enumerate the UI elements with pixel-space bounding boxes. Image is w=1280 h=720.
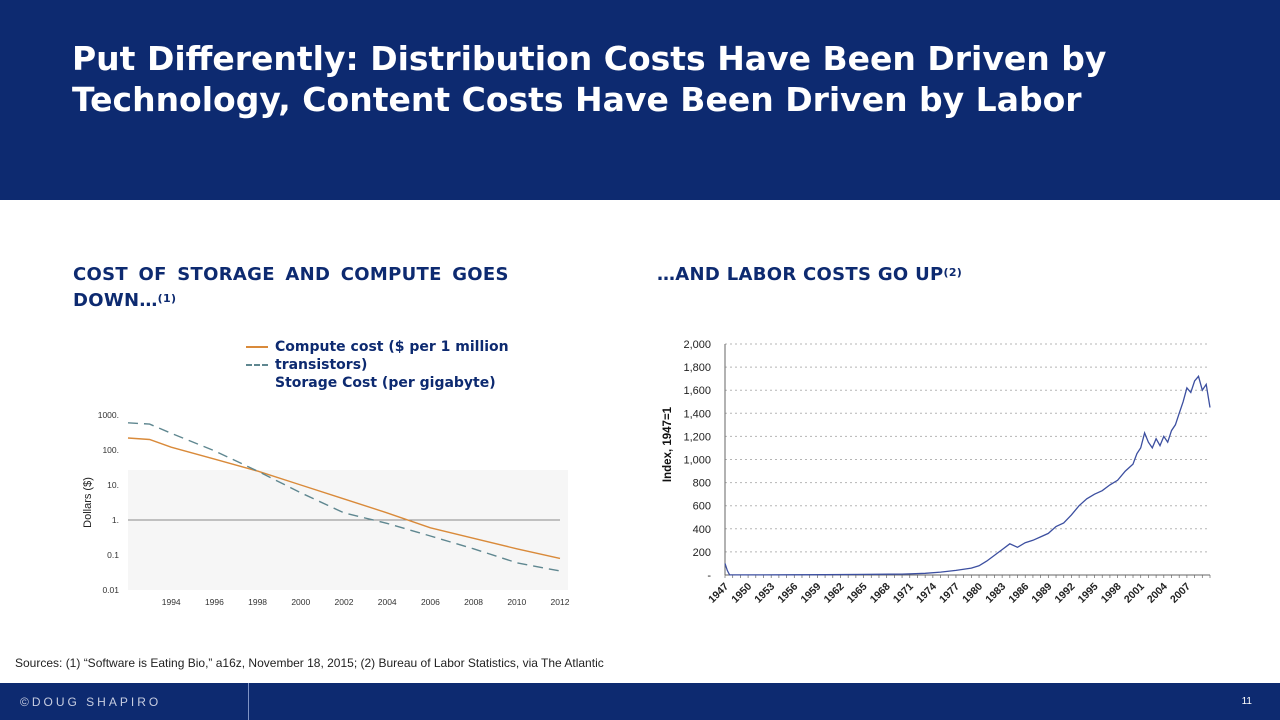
labor-x-tick-label: 1995 bbox=[1076, 581, 1101, 606]
footer-brand: ©DOUG SHAPIRO bbox=[20, 695, 162, 709]
cost-x-tick-label: 1996 bbox=[205, 597, 224, 607]
legend-label-storage: Storage Cost (per gigabyte) bbox=[275, 375, 496, 391]
right-heading-text: …AND LABOR COSTS GO UP bbox=[657, 264, 944, 285]
labor-chart: - 200 400 600 800 1,000 1,200 1,400 1,600 1,800 2,… bbox=[662, 339, 1211, 606]
labor-y-axis-label: Index, 1947=1 bbox=[662, 406, 674, 482]
labor-y-tick-label: 800 bbox=[693, 478, 711, 490]
labor-x-tick-label: 1965 bbox=[845, 581, 870, 606]
legend-item-compute: Compute cost ($ per 1 million transistor… bbox=[246, 338, 546, 374]
cost-y-axis-label: Dollars ($) bbox=[82, 477, 94, 528]
left-heading-text: COST OF STORAGE AND COMPUTE GOES DOWN… bbox=[73, 264, 509, 311]
cost-x-tick-label: 1998 bbox=[248, 597, 267, 607]
slide-title: Put Differently: Distribution Costs Have… bbox=[72, 39, 1107, 119]
cost-x-tick-label: 2010 bbox=[507, 597, 526, 607]
storage-cost-line bbox=[127, 422, 561, 572]
cost-x-tick-label: 2002 bbox=[335, 597, 354, 607]
right-heading-footnote: (2) bbox=[943, 266, 963, 279]
cost-y-tick-label: 100. bbox=[102, 445, 119, 455]
labor-x-tick-label: 1986 bbox=[1006, 581, 1031, 606]
legend-swatch-storage bbox=[246, 364, 268, 366]
cost-chart: 0.01 0.1 1. 10. 100. 1000. 1994 1996 1998 2000 200… bbox=[82, 410, 570, 607]
footer-divider bbox=[248, 683, 249, 720]
compute-cost-line bbox=[127, 437, 561, 560]
labor-x-tick-label: 1971 bbox=[891, 581, 916, 606]
labor-y-tick-label: 400 bbox=[693, 524, 711, 536]
cost-y-tick-label: 0.01 bbox=[102, 585, 119, 595]
labor-y-tick-label: 1,200 bbox=[683, 431, 711, 443]
labor-index-line bbox=[724, 374, 1211, 576]
labor-x-tick-label: 1992 bbox=[1053, 581, 1078, 606]
cost-y-tick-label: 10. bbox=[107, 480, 119, 490]
left-heading-footnote: (1) bbox=[157, 292, 177, 305]
labor-x-tick-label: 2004 bbox=[1145, 581, 1170, 606]
labor-x-tick-label: 1953 bbox=[752, 581, 777, 606]
labor-x-tick-label: 1998 bbox=[1099, 581, 1124, 606]
cost-chart-legend: Compute cost ($ per 1 million transistor… bbox=[246, 338, 546, 392]
labor-y-tick-label: 2,000 bbox=[683, 339, 711, 351]
labor-x-tick-label: 1989 bbox=[1029, 581, 1054, 606]
labor-y-tick-label: 600 bbox=[693, 501, 711, 513]
labor-y-tick-label: 1,800 bbox=[683, 362, 711, 374]
cost-x-tick-label: 1994 bbox=[162, 597, 181, 607]
labor-x-tick-label: 1950 bbox=[729, 581, 754, 606]
left-heading: COST OF STORAGE AND COMPUTE GOES DOWN…(1… bbox=[73, 262, 573, 314]
cost-x-tick-label: 2006 bbox=[421, 597, 440, 607]
cost-x-tick-label: 2000 bbox=[291, 597, 310, 607]
labor-x-tick-label: 1962 bbox=[822, 581, 847, 606]
cost-x-tick-label: 2004 bbox=[378, 597, 397, 607]
labor-y-tick-label: 200 bbox=[693, 547, 711, 559]
labor-x-tick-label: 1974 bbox=[914, 581, 939, 606]
footer-bar: ©DOUG SHAPIRO 11 bbox=[0, 683, 1280, 720]
title-bar: Put Differently: Distribution Costs Have… bbox=[0, 0, 1280, 200]
right-heading: …AND LABOR COSTS GO UP(2) bbox=[657, 262, 1217, 288]
labor-y-tick-label: 1,000 bbox=[683, 455, 711, 467]
labor-x-tick-label: 1968 bbox=[868, 581, 893, 606]
cost-y-tick-label: 1000. bbox=[98, 410, 119, 420]
legend-item-storage: Storage Cost (per gigabyte) bbox=[246, 364, 546, 392]
legend-label-compute: Compute cost ($ per 1 million transistor… bbox=[275, 339, 509, 373]
labor-x-tick-label: 2007 bbox=[1168, 581, 1193, 606]
labor-x-tick-label: 1977 bbox=[937, 581, 962, 606]
cost-y-tick-label: 0.1 bbox=[107, 550, 119, 560]
labor-y-tick-label: 1,400 bbox=[683, 408, 711, 420]
page-number: 11 bbox=[1241, 696, 1252, 707]
labor-x-tick-label: 1947 bbox=[706, 581, 731, 606]
labor-x-tick-label: 1959 bbox=[798, 581, 823, 606]
legend-swatch-compute bbox=[246, 346, 268, 348]
cost-x-tick-label: 2008 bbox=[464, 597, 483, 607]
labor-x-tick-label: 1980 bbox=[960, 581, 985, 606]
labor-y-tick-label: - bbox=[707, 570, 711, 582]
labor-x-tick-label: 2001 bbox=[1122, 581, 1147, 606]
labor-y-tick-label: 1,600 bbox=[683, 385, 711, 397]
sources-note: Sources: (1) “Software is Eating Bio,” a… bbox=[15, 656, 604, 670]
cost-x-tick-label: 2012 bbox=[551, 597, 570, 607]
cost-plot-background bbox=[128, 470, 568, 590]
labor-x-tick-label: 1956 bbox=[775, 581, 800, 606]
labor-x-tick-label: 1983 bbox=[983, 581, 1008, 606]
cost-y-tick-label: 1. bbox=[112, 515, 119, 525]
